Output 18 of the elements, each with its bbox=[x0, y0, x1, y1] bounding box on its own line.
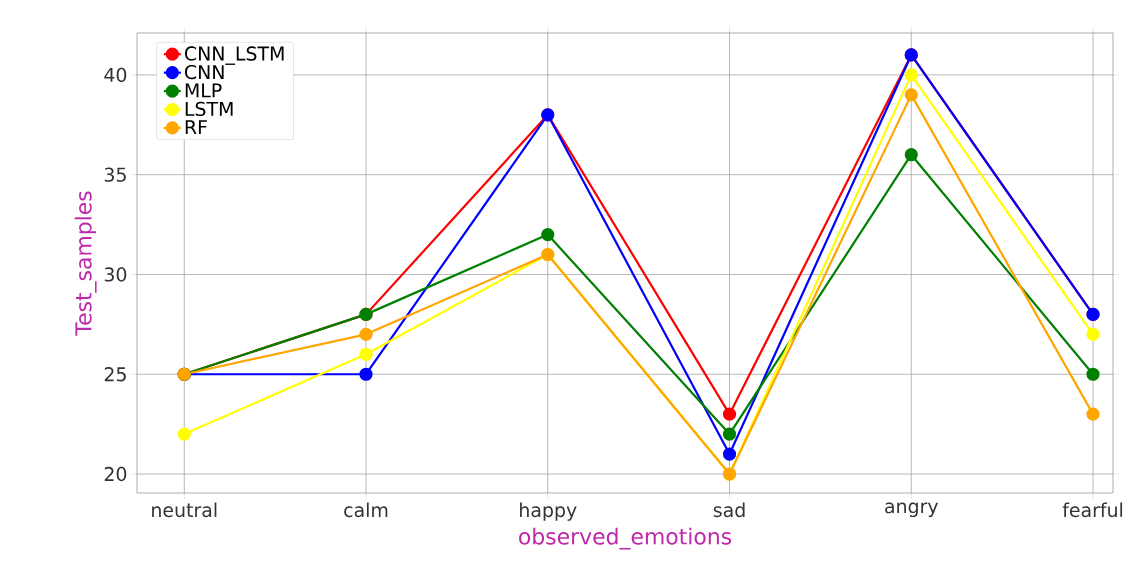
y-tick-label: 25 bbox=[104, 367, 126, 382]
x-tick-label: neutral bbox=[152, 502, 217, 518]
y-tick-label: 30 bbox=[104, 267, 127, 282]
legend-label: CNN_LSTM bbox=[185, 46, 284, 65]
x-tick-label: calm bbox=[344, 502, 388, 518]
x-tick-label: fearful bbox=[1062, 502, 1123, 518]
y-tick-label: 35 bbox=[104, 167, 126, 182]
legend-label: LSTM bbox=[185, 101, 233, 117]
legend-label: CNN bbox=[185, 64, 224, 80]
y-axis-title: Test_samples bbox=[74, 191, 97, 336]
legend-label: RF bbox=[185, 120, 207, 135]
y-tick-label: 20 bbox=[104, 466, 127, 482]
x-tick-label: sad bbox=[713, 502, 745, 518]
x-axis-title: observed_emotions bbox=[519, 527, 732, 550]
y-tick-label: 40 bbox=[104, 67, 127, 83]
x-tick-label: happy bbox=[520, 502, 577, 521]
x-tick-label: angry bbox=[885, 502, 939, 518]
legend-label: MLP bbox=[185, 83, 222, 98]
